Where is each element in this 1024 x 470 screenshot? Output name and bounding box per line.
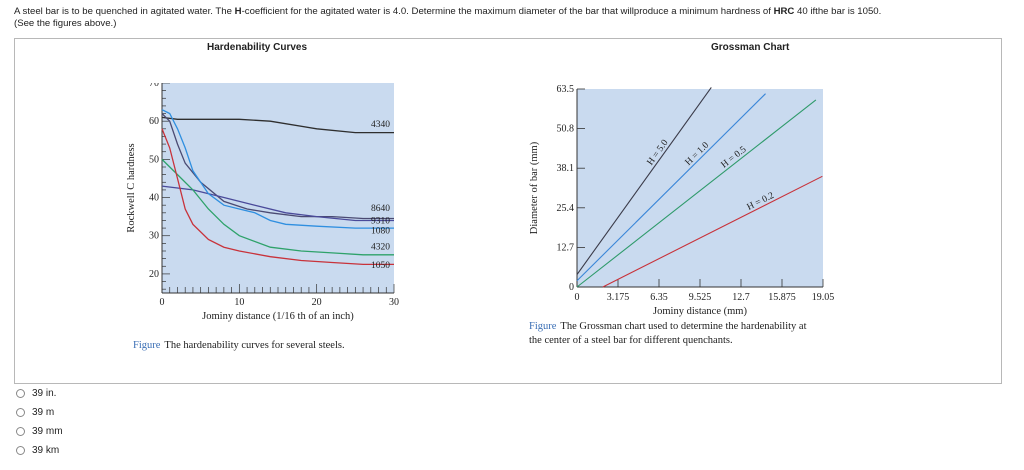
series-label-4320: 4320 <box>371 242 390 252</box>
answer-options: 39 in. 39 m 39 mm 39 km <box>16 384 63 460</box>
series-label-1050: 1050 <box>371 261 390 271</box>
y-tick-label: 40 <box>149 193 159 204</box>
option-39-mm[interactable]: 39 mm <box>16 422 63 441</box>
option-label: 39 km <box>32 445 60 456</box>
y-tick-label: 20 <box>149 269 159 280</box>
question-part: A steel bar is to be quenched in agitate… <box>14 6 235 17</box>
x-tick-label: 15.875 <box>768 292 796 303</box>
option-label: 39 mm <box>32 426 63 437</box>
x-axis-label: Jominy distance (mm) <box>653 306 747 317</box>
question-bold-h: H <box>234 6 242 17</box>
question-text: A steel bar is to be quenched in agitate… <box>14 6 1014 30</box>
x-tick-label: 10 <box>234 297 244 308</box>
option-39-km[interactable]: 39 km <box>16 441 63 460</box>
series-label-9310: 9310 <box>371 217 390 227</box>
hardenability-chart: 0 10 20 30 20 30 40 50 60 70 Jominy distance (1/16… <box>126 83 399 322</box>
x-tick-label: 20 <box>312 297 322 308</box>
radio-button[interactable] <box>16 408 25 417</box>
series-line-H10 <box>576 93 766 282</box>
y-tick-label: 38.1 <box>557 163 575 174</box>
x-axis-label: Jominy distance (1/16 th of an inch) <box>202 311 354 322</box>
question-line-1: A steel bar is to be quenched in agitate… <box>14 6 1014 18</box>
x-tick-label: 0 <box>160 297 165 308</box>
y-tick-label: 60 <box>149 116 159 127</box>
figure-box: Hardenability Curves Grossman Chart 0 10 2… <box>14 38 1002 384</box>
y-tick-label: 0 <box>569 282 574 293</box>
series-line-1080 <box>161 109 394 229</box>
series-label-1080: 1080 <box>371 226 390 236</box>
series-line-H50 <box>576 87 712 275</box>
series-label-8640: 8640 <box>371 204 390 214</box>
radio-button[interactable] <box>16 427 25 436</box>
caption-text: The Grossman chart used to determine the… <box>529 321 807 346</box>
grossman-title: Grossman Chart <box>711 42 790 53</box>
x-tick-label: 0 <box>575 292 580 303</box>
series-line-8640 <box>161 113 394 220</box>
grossman-caption: Figure The Grossman chart used to determi… <box>529 320 809 348</box>
option-39-in[interactable]: 39 in. <box>16 384 63 403</box>
series-line-H02 <box>602 175 823 288</box>
series-label-4340: 4340 <box>371 120 390 130</box>
y-tick-label: 30 <box>149 231 159 242</box>
x-tick-label: 6.35 <box>650 292 668 303</box>
grossman-chart: 0 3.175 6.35 9.525 12.7 15.875 19.05 0 12.7 25.4 3… <box>529 84 835 317</box>
hardenability-title: Hardenability Curves <box>207 42 308 53</box>
series-line-1050 <box>161 128 394 266</box>
x-tick-label: 12.7 <box>732 292 750 303</box>
plot-background <box>577 89 823 287</box>
series-line-H05 <box>576 99 817 288</box>
x-tick-label: 19.05 <box>812 292 835 303</box>
series-line-9310 <box>161 185 394 222</box>
series-line-4320 <box>161 158 394 256</box>
radio-button[interactable] <box>16 389 25 398</box>
caption-text: The hardenability curves for several ste… <box>164 340 345 351</box>
option-label: 39 in. <box>32 388 57 399</box>
caption-figure-label: Figure <box>529 321 557 332</box>
question-part: 40 ifthe bar is 1050. <box>794 6 882 17</box>
plot-background <box>162 83 394 293</box>
y-tick-label: 12.7 <box>557 242 575 253</box>
y-tick-label: 50.8 <box>557 124 575 135</box>
series-line-4340 <box>161 116 394 134</box>
question-line-2: (See the figures above.) <box>14 18 117 29</box>
y-axis-label: Rockwell C hardness <box>126 143 137 232</box>
y-tick-label: 63.5 <box>557 84 575 95</box>
radio-button[interactable] <box>16 446 25 455</box>
x-tick-label: 30 <box>389 297 399 308</box>
x-tick-label: 9.525 <box>689 292 712 303</box>
option-label: 39 m <box>32 407 55 418</box>
question-part: -coefficient for the agitated water is 4… <box>241 6 774 17</box>
y-tick-label: 50 <box>149 154 159 165</box>
option-39-m[interactable]: 39 m <box>16 403 63 422</box>
hardenability-caption: Figure The hardenability curves for sever… <box>133 339 433 353</box>
y-axis-label: Diameter of bar (mm) <box>529 141 540 234</box>
caption-figure-label: Figure <box>133 340 161 351</box>
question-bold-hrc: HRC <box>773 6 795 17</box>
y-tick-label: 70 <box>149 83 159 89</box>
x-tick-label: 3.175 <box>607 292 630 303</box>
y-tick-label: 25.4 <box>557 203 575 214</box>
